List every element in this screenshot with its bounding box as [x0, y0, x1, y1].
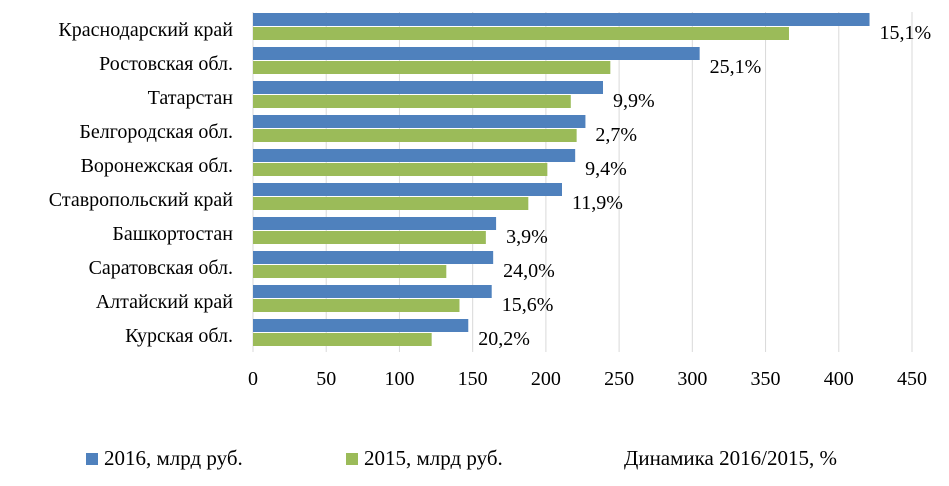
bar-2015 — [253, 163, 548, 176]
bars — [253, 13, 870, 346]
bar-2016 — [253, 183, 562, 196]
data-label: 20,2% — [478, 328, 530, 350]
category-label: Ростовская обл. — [99, 53, 233, 75]
data-label: 9,9% — [613, 90, 655, 112]
x-tick-label: 250 — [604, 368, 634, 390]
legend-swatch-2015 — [346, 452, 358, 465]
bar-2015 — [253, 197, 529, 210]
data-label: 24,0% — [503, 260, 555, 282]
x-tick-labels: 0 50 100 150 200 250 300 350 400 450 — [248, 368, 927, 390]
bar-2016 — [253, 47, 700, 60]
data-labels: 15,1% 25,1% 9,9% 2,7% 9,4% 11,9% 3,9% 24,0% 15,6… — [478, 22, 931, 350]
category-label: Башкортостан — [112, 223, 233, 245]
bar-2016 — [253, 149, 576, 162]
legend-label-2016: 2016, млрд руб. — [104, 446, 243, 470]
legend-item-dynamics: Динамика 2016/2015, % — [624, 446, 837, 471]
x-tick-label: 300 — [677, 368, 707, 390]
x-tick-label: 400 — [824, 368, 854, 390]
data-label: 25,1% — [710, 56, 762, 78]
bar-chart: Краснодарский край Ростовская обл. Татарст… — [49, 12, 931, 390]
category-label: Краснодарский край — [58, 19, 233, 41]
bar-2016 — [253, 285, 492, 298]
bar-2015 — [253, 61, 611, 74]
bar-2015 — [253, 231, 486, 244]
bar-2016 — [253, 115, 586, 128]
data-label: 9,4% — [585, 158, 627, 180]
bar-2015 — [253, 299, 460, 312]
bar-2015 — [253, 27, 789, 40]
category-label: Саратовская обл. — [89, 257, 233, 279]
bar-2015 — [253, 95, 571, 108]
data-label: 15,6% — [502, 294, 554, 316]
category-label: Алтайский край — [96, 291, 234, 313]
category-label: Воронежская обл. — [81, 155, 233, 177]
x-tick-label: 100 — [384, 368, 414, 390]
x-tick-label: 150 — [458, 368, 488, 390]
category-label: Курская обл. — [125, 325, 233, 347]
bar-2016 — [253, 81, 604, 94]
x-tick-label: 50 — [316, 368, 336, 390]
data-label: 11,9% — [572, 192, 623, 214]
bar-2016 — [253, 13, 870, 26]
data-label: 3,9% — [506, 226, 548, 248]
category-label: Татарстан — [148, 87, 234, 109]
bar-2016 — [253, 251, 494, 264]
bar-2015 — [253, 265, 447, 278]
bar-2015 — [253, 333, 432, 346]
legend-swatch-2016 — [86, 452, 98, 465]
x-tick-label: 0 — [248, 368, 258, 390]
x-tick-label: 200 — [531, 368, 561, 390]
x-tick-label: 350 — [751, 368, 781, 390]
data-label: 2,7% — [595, 124, 637, 146]
category-label: Ставропольский край — [49, 189, 234, 211]
legend-item-2016: 2016, млрд руб. — [86, 446, 243, 471]
category-label: Белгородская обл. — [79, 121, 233, 143]
legend: 2016, млрд руб. 2015, млрд руб. Динамика… — [0, 446, 949, 482]
legend-label-dynamics: Динамика 2016/2015, % — [624, 446, 837, 470]
bar-2015 — [253, 129, 577, 142]
x-tick-label: 450 — [897, 368, 927, 390]
bar-2016 — [253, 217, 497, 230]
legend-label-2015: 2015, млрд руб. — [364, 446, 503, 470]
legend-item-2015: 2015, млрд руб. — [346, 446, 503, 471]
data-label: 15,1% — [880, 22, 932, 44]
category-labels: Краснодарский край Ростовская обл. Татарст… — [49, 19, 234, 347]
bar-2016 — [253, 319, 469, 332]
